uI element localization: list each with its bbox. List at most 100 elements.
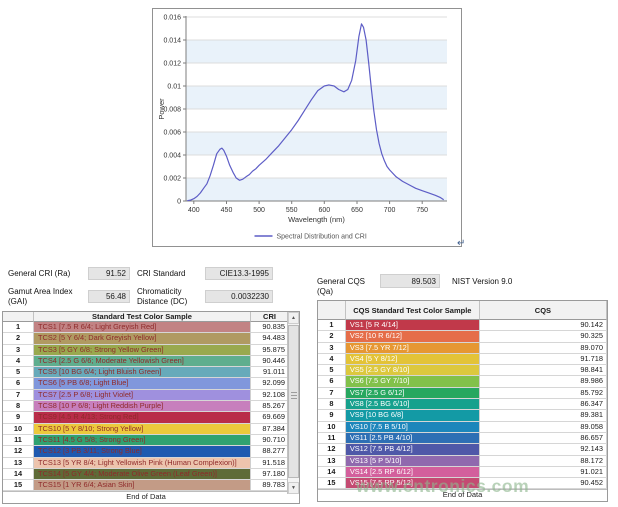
table-cell-val: 90.325 [479, 331, 608, 343]
cqs-end-of-data: End of Data [318, 489, 607, 500]
table-row[interactable]: 1 TCS1 [7.5 R 6/4; Light Greyish Red] 90.8… [3, 322, 299, 334]
cri-table-rows: 1 TCS1 [7.5 R 6/4; Light Greyish Red] 90.8… [3, 322, 299, 492]
svg-text:Power: Power [157, 98, 166, 120]
table-cell-num: 15 [318, 478, 346, 490]
chart-canvas: 400 450 500 550 600 650 700 750 0 0.002 0.004 0.006… [157, 15, 447, 241]
table-cell-sample: TCS2 [5 Y 6/4; Dark Greyish Yellow] [34, 333, 251, 345]
table-cell-sample: VS3 [7.5 YR 7/12] [345, 342, 480, 354]
chromaticity-distance-label: Chromaticity Distance (DC) [137, 287, 188, 306]
table-row[interactable]: 2 VS2 [10 R 6/12] 90.325 [318, 331, 608, 343]
table-row[interactable]: 6 VS6 [7.5 GY 7/10] 89.986 [318, 376, 608, 388]
table-cell-val: 88.277 [251, 446, 289, 458]
table-cell-num: 1 [3, 322, 34, 334]
table-cell-val: 92.108 [251, 389, 289, 402]
table-cell-sample: VS12 [7.5 PB 4/12] [345, 444, 480, 456]
table-row[interactable]: 10 VS10 [7.5 B 5/10] 89.058 [318, 421, 608, 433]
table-cell-val: 90.835 [251, 322, 289, 334]
table-row[interactable]: 6 TCS6 [5 PB 6/8; Light Blue] 92.099 [3, 378, 299, 390]
table-cell-num: 10 [3, 423, 34, 435]
table-cell-num: 3 [318, 342, 346, 354]
table-cell-num: 13 [318, 455, 346, 467]
table-row[interactable]: 14 VS14 [2.5 RP 6/12] 91.021 [318, 466, 608, 479]
table-row[interactable]: 14 TCS14 [5 GY 4/4; Moderate Olive Green … [3, 468, 299, 481]
table-row[interactable]: 2 TCS2 [5 Y 6/4; Dark Greyish Yellow] 94.4… [3, 333, 299, 345]
table-cell-val: 90.710 [251, 434, 289, 447]
cri-header-sample: Standard Test Color Sample [34, 312, 251, 322]
table-row[interactable]: 9 VS9 [10 BG 6/8] 89.381 [318, 410, 608, 422]
table-cell-num: 1 [318, 320, 346, 332]
table-cell-sample: VS6 [7.5 GY 7/10] [345, 376, 480, 388]
table-cell-sample: TCS5 [10 BG 6/4; Light Bluish Green] [34, 367, 251, 379]
svg-text:0.006: 0.006 [163, 130, 181, 137]
scrollbar-grip-icon [290, 392, 297, 399]
table-row[interactable]: 5 TCS5 [10 BG 6/4; Light Bluish Green] 91.… [3, 367, 299, 379]
table-row[interactable]: 8 TCS8 [10 P 6/8; Light Reddish Purple] 85… [3, 401, 299, 413]
cri-table-scrollbar[interactable]: ▲ ▼ [287, 312, 299, 494]
table-row[interactable]: 15 VS15 [7.5 RP 5/12] 90.452 [318, 478, 608, 490]
table-cell-num: 14 [3, 468, 34, 481]
table-cell-sample: TCS4 [2.5 G 6/6; Moderate Yellowish Gree… [34, 355, 251, 368]
table-cell-val: 97.180 [251, 468, 289, 481]
table-cell-val: 91.011 [251, 367, 289, 379]
svg-text:450: 450 [221, 207, 233, 214]
scroll-up-icon[interactable]: ▲ [288, 312, 299, 324]
table-cell-num: 4 [3, 355, 34, 368]
table-row[interactable]: 13 TCS13 [5 YR 8/4; Light Yellowish Pink … [3, 457, 299, 469]
table-cell-sample: VS4 [5 Y 8/12] [345, 353, 480, 366]
table-cell-num: 2 [3, 333, 34, 345]
table-cell-val: 98.841 [479, 365, 608, 377]
table-row[interactable]: 9 TCS9 [4.5 R 4/13; Strong Red] 69.669 [3, 412, 299, 424]
table-cell-val: 94.483 [251, 333, 289, 345]
table-cell-sample: VS7 [2.5 G 6/12] [345, 387, 480, 400]
table-row[interactable]: 5 VS5 [2.5 GY 8/10] 98.841 [318, 365, 608, 377]
table-cell-sample: TCS7 [2.5 P 6/8; Light Violet] [34, 389, 251, 402]
table-row[interactable]: 7 TCS7 [2.5 P 6/8; Light Violet] 92.108 [3, 389, 299, 402]
table-cell-sample: VS8 [2.5 BG 6/10] [345, 399, 480, 411]
cri-header-num [3, 312, 34, 322]
cqs-header-value: CQS [479, 301, 607, 320]
svg-text:500: 500 [253, 207, 265, 214]
table-cell-num: 12 [318, 444, 346, 456]
table-cell-num: 4 [318, 353, 346, 366]
table-cell-val: 90.446 [251, 355, 289, 368]
table-cell-sample: TCS14 [5 GY 4/4; Moderate Olive Green (L… [34, 468, 251, 481]
table-cell-sample: TCS9 [4.5 R 4/13; Strong Red] [34, 412, 251, 424]
svg-text:Spectral Distribution and CRI: Spectral Distribution and CRI [277, 234, 367, 241]
general-cri-label: General CRI (Ra) [8, 269, 71, 278]
cri-header-value: CRI [251, 312, 289, 322]
table-row[interactable]: 10 TCS10 [5 Y 8/10; Strong Yellow] 87.384 [3, 423, 299, 435]
table-cell-num: 7 [318, 387, 346, 400]
table-cell-num: 12 [3, 446, 34, 458]
scrollbar-thumb[interactable] [288, 325, 299, 478]
table-row[interactable]: 12 TCS12 [3 PB 3/11; Strong Blue] 88.277 [3, 446, 299, 458]
table-cell-val: 88.172 [479, 455, 608, 467]
svg-text:650: 650 [351, 207, 363, 214]
chromaticity-distance-value: 0.0032230 [205, 290, 273, 303]
table-cell-sample: VS5 [2.5 GY 8/10] [345, 365, 480, 377]
table-cell-num: 8 [3, 401, 34, 413]
table-cell-val: 89.058 [479, 421, 608, 433]
table-row[interactable]: 15 TCS15 [1 YR 6/4; Asian Skin] 89.783 [3, 480, 299, 492]
table-cell-sample: TCS15 [1 YR 6/4; Asian Skin] [34, 480, 251, 492]
table-row[interactable]: 12 VS12 [7.5 PB 4/12] 92.143 [318, 444, 608, 456]
table-row[interactable]: 1 VS1 [5 R 4/14] 90.142 [318, 320, 608, 332]
table-cell-sample: VS10 [7.5 B 5/10] [345, 421, 480, 433]
cri-standard-value: CIE13.3-1995 [205, 267, 273, 280]
table-row[interactable]: 11 TCS11 [4.5 G 5/8; Strong Green] 90.710 [3, 434, 299, 447]
table-cell-num: 13 [3, 457, 34, 469]
table-cell-val: 92.099 [251, 378, 289, 390]
table-row[interactable]: 4 TCS4 [2.5 G 6/6; Moderate Yellowish Gre… [3, 355, 299, 368]
table-cell-num: 9 [318, 410, 346, 422]
cqs-table-header: CQS Standard Test Color Sample CQS [318, 301, 607, 320]
table-row[interactable]: 13 VS13 [5 P 5/10] 88.172 [318, 455, 608, 467]
table-row[interactable]: 4 VS4 [5 Y 8/12] 91.718 [318, 353, 608, 366]
table-row[interactable]: 3 TCS3 [5 GY 6/8; Strong Yellow Green] 95.… [3, 344, 299, 356]
table-cell-num: 10 [318, 421, 346, 433]
table-row[interactable]: 3 VS3 [7.5 YR 7/12] 89.070 [318, 342, 608, 354]
scroll-down-icon[interactable]: ▼ [288, 482, 299, 494]
table-row[interactable]: 7 VS7 [2.5 G 6/12] 85.792 [318, 387, 608, 400]
table-row[interactable]: 11 VS11 [2.5 PB 4/10] 86.657 [318, 432, 608, 445]
general-cqs-label: General CQS (Qa) [317, 277, 366, 296]
cri-end-of-data: End of Data [3, 491, 289, 502]
table-row[interactable]: 8 VS8 [2.5 BG 6/10] 86.347 [318, 399, 608, 411]
